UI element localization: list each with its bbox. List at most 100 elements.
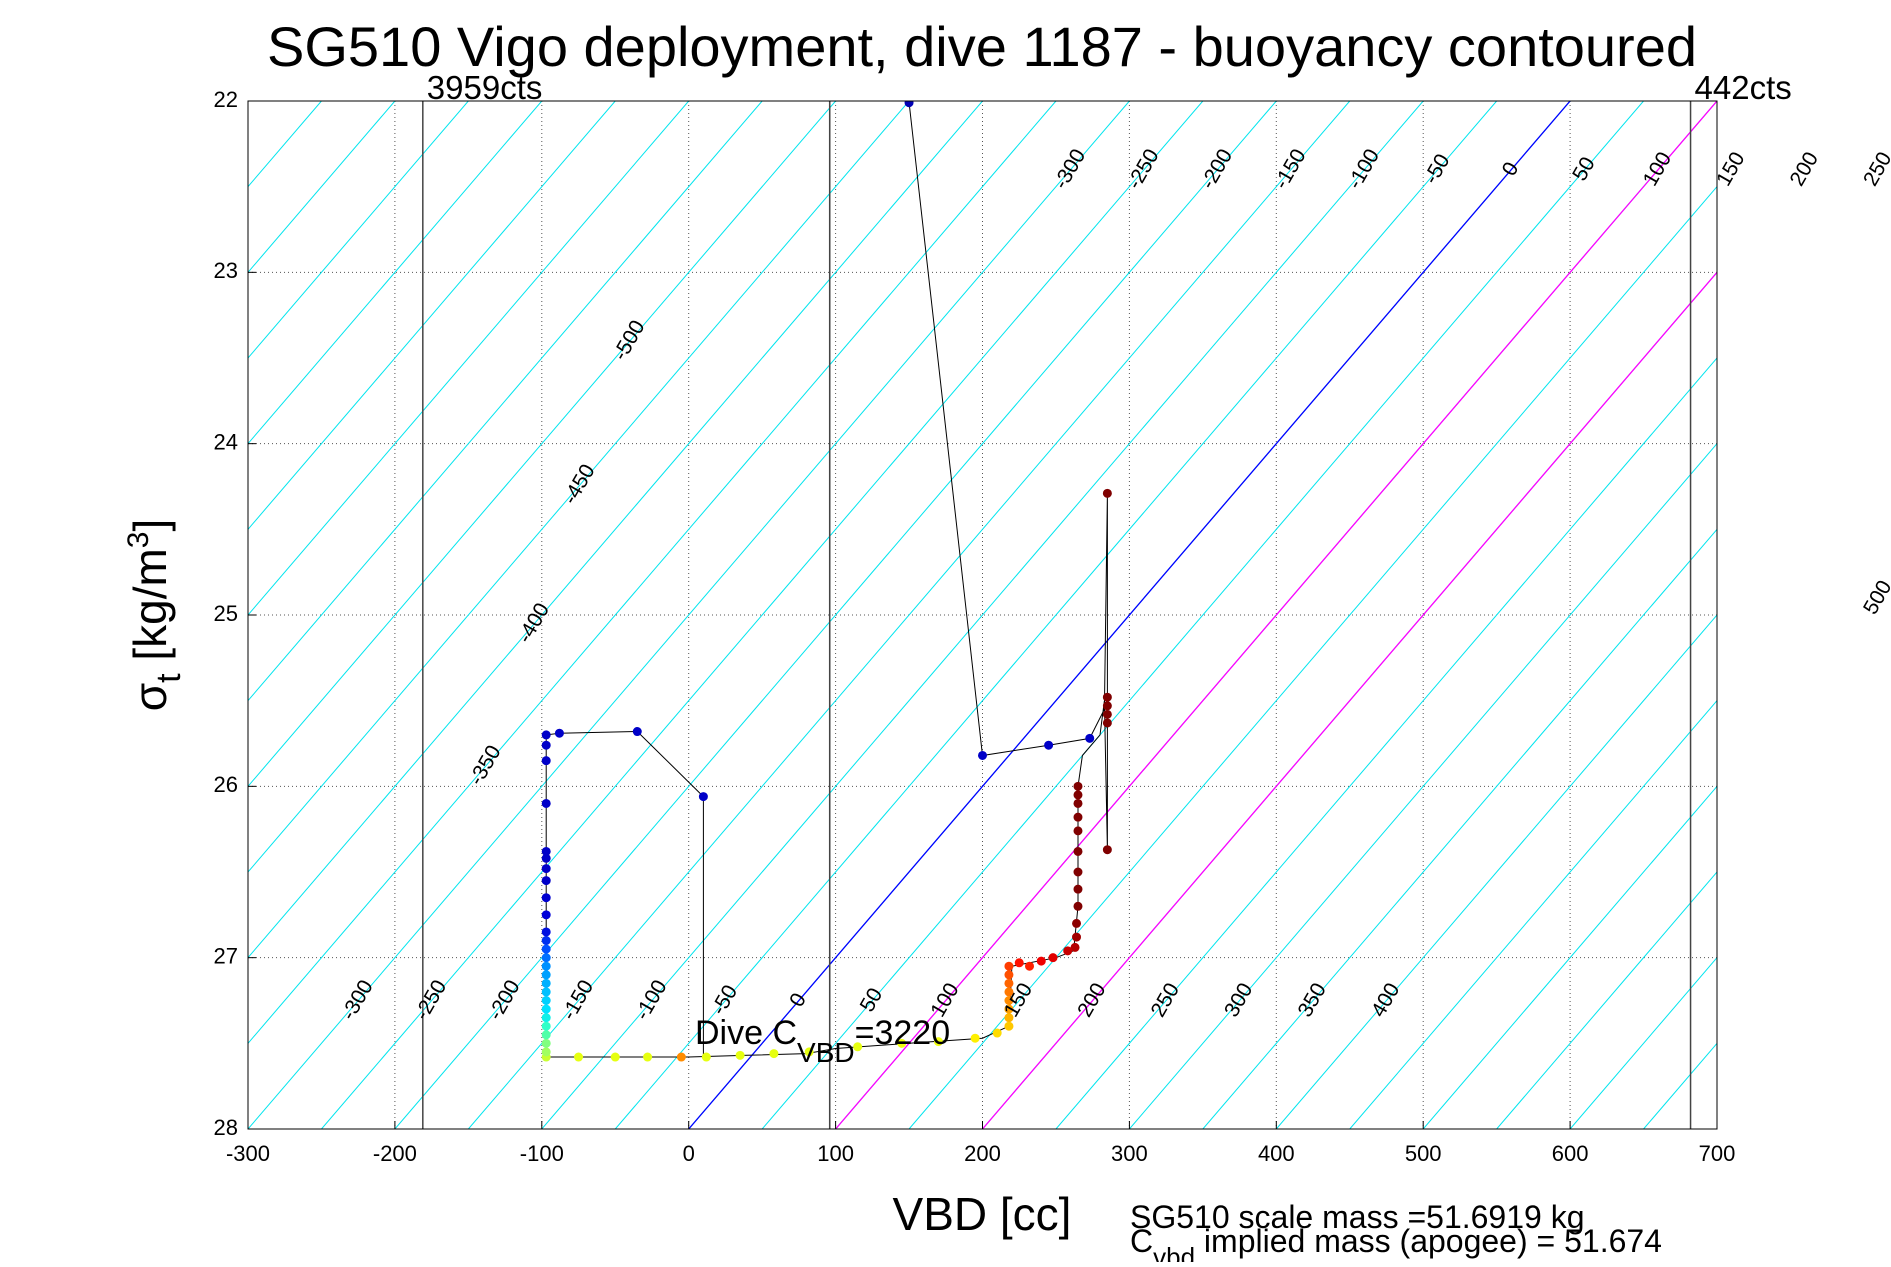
data-point [698, 792, 708, 802]
data-point [1014, 958, 1024, 968]
zero-buoyancy-line [688, 101, 1571, 1129]
data-point [897, 1038, 907, 1048]
contour-line [1496, 871, 1717, 1129]
data-point [1102, 488, 1112, 498]
x-axis-ticks: -300 -200 -100 0 100 200 300 400 500 600 700 [226, 1121, 1735, 1166]
data-point [1036, 956, 1046, 966]
contour-label: 0 [1498, 158, 1524, 180]
contour-line [1055, 357, 1717, 1129]
x-tick-label: 100 [817, 1141, 854, 1166]
data-point [541, 961, 551, 971]
contour-line [248, 101, 616, 531]
contour-line [1716, 1128, 1717, 1129]
contour-label: 0 [785, 989, 811, 1011]
contour-label: -350 [465, 741, 506, 789]
contour-label: 250 [1147, 979, 1184, 1021]
data-point [1063, 946, 1073, 956]
scale-mass-label: SG510 scale mass =51.6919 kg [1130, 1199, 1585, 1235]
data-point [541, 1021, 551, 1031]
data-point [1073, 867, 1083, 877]
contour-label: -100 [631, 976, 672, 1024]
data-point [701, 1052, 711, 1062]
contour-line [1349, 699, 1717, 1129]
data-point [1004, 996, 1014, 1005]
contour-line [248, 101, 763, 702]
x-tick-label: -300 [226, 1141, 270, 1166]
vbd-limit-labels: 3959cts 442cts [427, 69, 1792, 106]
data-point [541, 944, 551, 954]
data-point [1073, 884, 1083, 894]
data-point [735, 1050, 745, 1060]
data-point [992, 1028, 1002, 1038]
data-point [541, 953, 551, 963]
contour-label: -300 [337, 976, 378, 1024]
data-point [541, 740, 551, 750]
data-point [769, 1049, 779, 1059]
data-point [1004, 970, 1014, 980]
data-point [541, 1004, 551, 1014]
data-point [1102, 845, 1112, 855]
contour-line [321, 101, 1204, 1129]
chart-title: SG510 Vigo deployment, dive 1187 - buoya… [267, 15, 1697, 78]
data-point [1044, 740, 1054, 750]
contour-line [248, 101, 983, 959]
contour-label: -200 [484, 976, 525, 1024]
data-point [1073, 846, 1083, 856]
y-tick-label: 23 [214, 258, 238, 283]
contour-line [1569, 956, 1717, 1129]
contour-line [1129, 442, 1717, 1129]
contour-line [1422, 785, 1717, 1129]
y-tick-label: 25 [214, 601, 238, 626]
x-tick-label: 400 [1258, 1141, 1295, 1166]
data-point [676, 1052, 686, 1062]
contour-label: -300 [1049, 145, 1090, 193]
contour-label: 200 [1786, 148, 1823, 190]
y-tick-label: 26 [214, 772, 238, 797]
data-point [574, 1052, 584, 1062]
data-point [1102, 701, 1112, 711]
contour-line [0, 101, 101, 1129]
magenta-contour-line [982, 271, 1717, 1129]
dive-profile [541, 101, 1112, 1062]
contour-labels: -300-250-200-150-100-5005010015020025030… [337, 145, 1891, 1024]
data-point [1072, 932, 1082, 942]
buoyancy-contours [0, 101, 1717, 1129]
x-tick-label: 300 [1111, 1141, 1148, 1166]
contour-line [908, 185, 1717, 1129]
y-axis-label: σt [kg/m3] [122, 519, 188, 712]
data-point [1004, 961, 1014, 971]
y-tick-label: 24 [214, 429, 238, 454]
data-point [1073, 901, 1083, 911]
x-tick-label: 500 [1405, 1141, 1442, 1166]
x-tick-label: 700 [1699, 1141, 1736, 1166]
vbd-limit-label: 3959cts [427, 69, 543, 106]
reference-lines [422, 101, 1692, 1129]
contour-label: 500 [1859, 576, 1891, 618]
dive-cvbd-label: Dive CVBD=3220 [695, 1014, 950, 1068]
contour-label: 300 [1220, 979, 1257, 1021]
data-point [970, 1033, 980, 1043]
contour-line [0, 101, 28, 1129]
data-point [804, 1047, 814, 1057]
x-axis-label: VBD [cc] [893, 1188, 1072, 1240]
data-point [1004, 978, 1014, 988]
data-point [541, 756, 551, 766]
contour-label: -100 [1343, 145, 1384, 193]
y-tick-label: 22 [214, 87, 238, 112]
data-point [541, 936, 551, 946]
x-tick-label: 200 [964, 1141, 1001, 1166]
contour-label: -400 [513, 599, 554, 647]
x-tick-label: 0 [683, 1141, 695, 1166]
data-point [1072, 918, 1082, 928]
contour-label: -500 [609, 316, 650, 364]
data-point [541, 730, 551, 740]
data-point [1025, 961, 1035, 971]
data-point [541, 1013, 551, 1023]
contour-line [467, 101, 1351, 1129]
data-point [1048, 953, 1058, 963]
data-point [541, 1038, 551, 1048]
data-point [541, 987, 551, 997]
data-point [541, 910, 551, 920]
data-point [1073, 781, 1083, 791]
